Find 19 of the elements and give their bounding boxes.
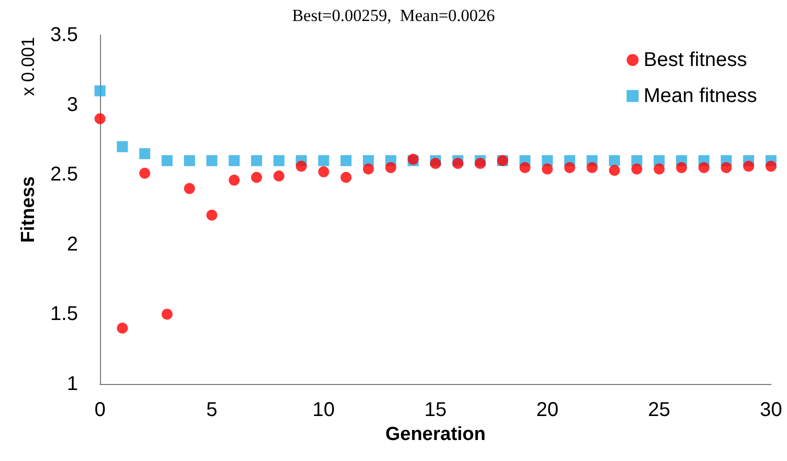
x-axis-title: Generation (385, 424, 486, 445)
text: x 0.001 (18, 37, 38, 96)
chart-title: Best=0.00259, Mean=0.0026 (292, 6, 495, 25)
x-tick-label: 20 (536, 399, 558, 421)
x-tick-label: 15 (424, 399, 447, 421)
y-axis-title: Fitness (18, 176, 39, 243)
y-tick-label: 3 (66, 94, 78, 116)
y-tick-label: 1 (66, 373, 78, 395)
x-tick-label: 0 (94, 399, 106, 421)
x-tick-label: 30 (760, 399, 782, 421)
x-tick-label: 5 (206, 399, 218, 421)
y-tick-label: 1.5 (50, 303, 78, 326)
y-tick-label: 2.5 (50, 164, 78, 186)
legend-label: Mean fitness (644, 85, 757, 107)
x-tick-label: 25 (648, 399, 670, 421)
x-tick-label: 10 (312, 399, 335, 421)
legend-label: Best fitness (644, 49, 747, 71)
y-tick-label: 2 (66, 233, 78, 256)
y-tick-label: 3.5 (50, 24, 78, 46)
